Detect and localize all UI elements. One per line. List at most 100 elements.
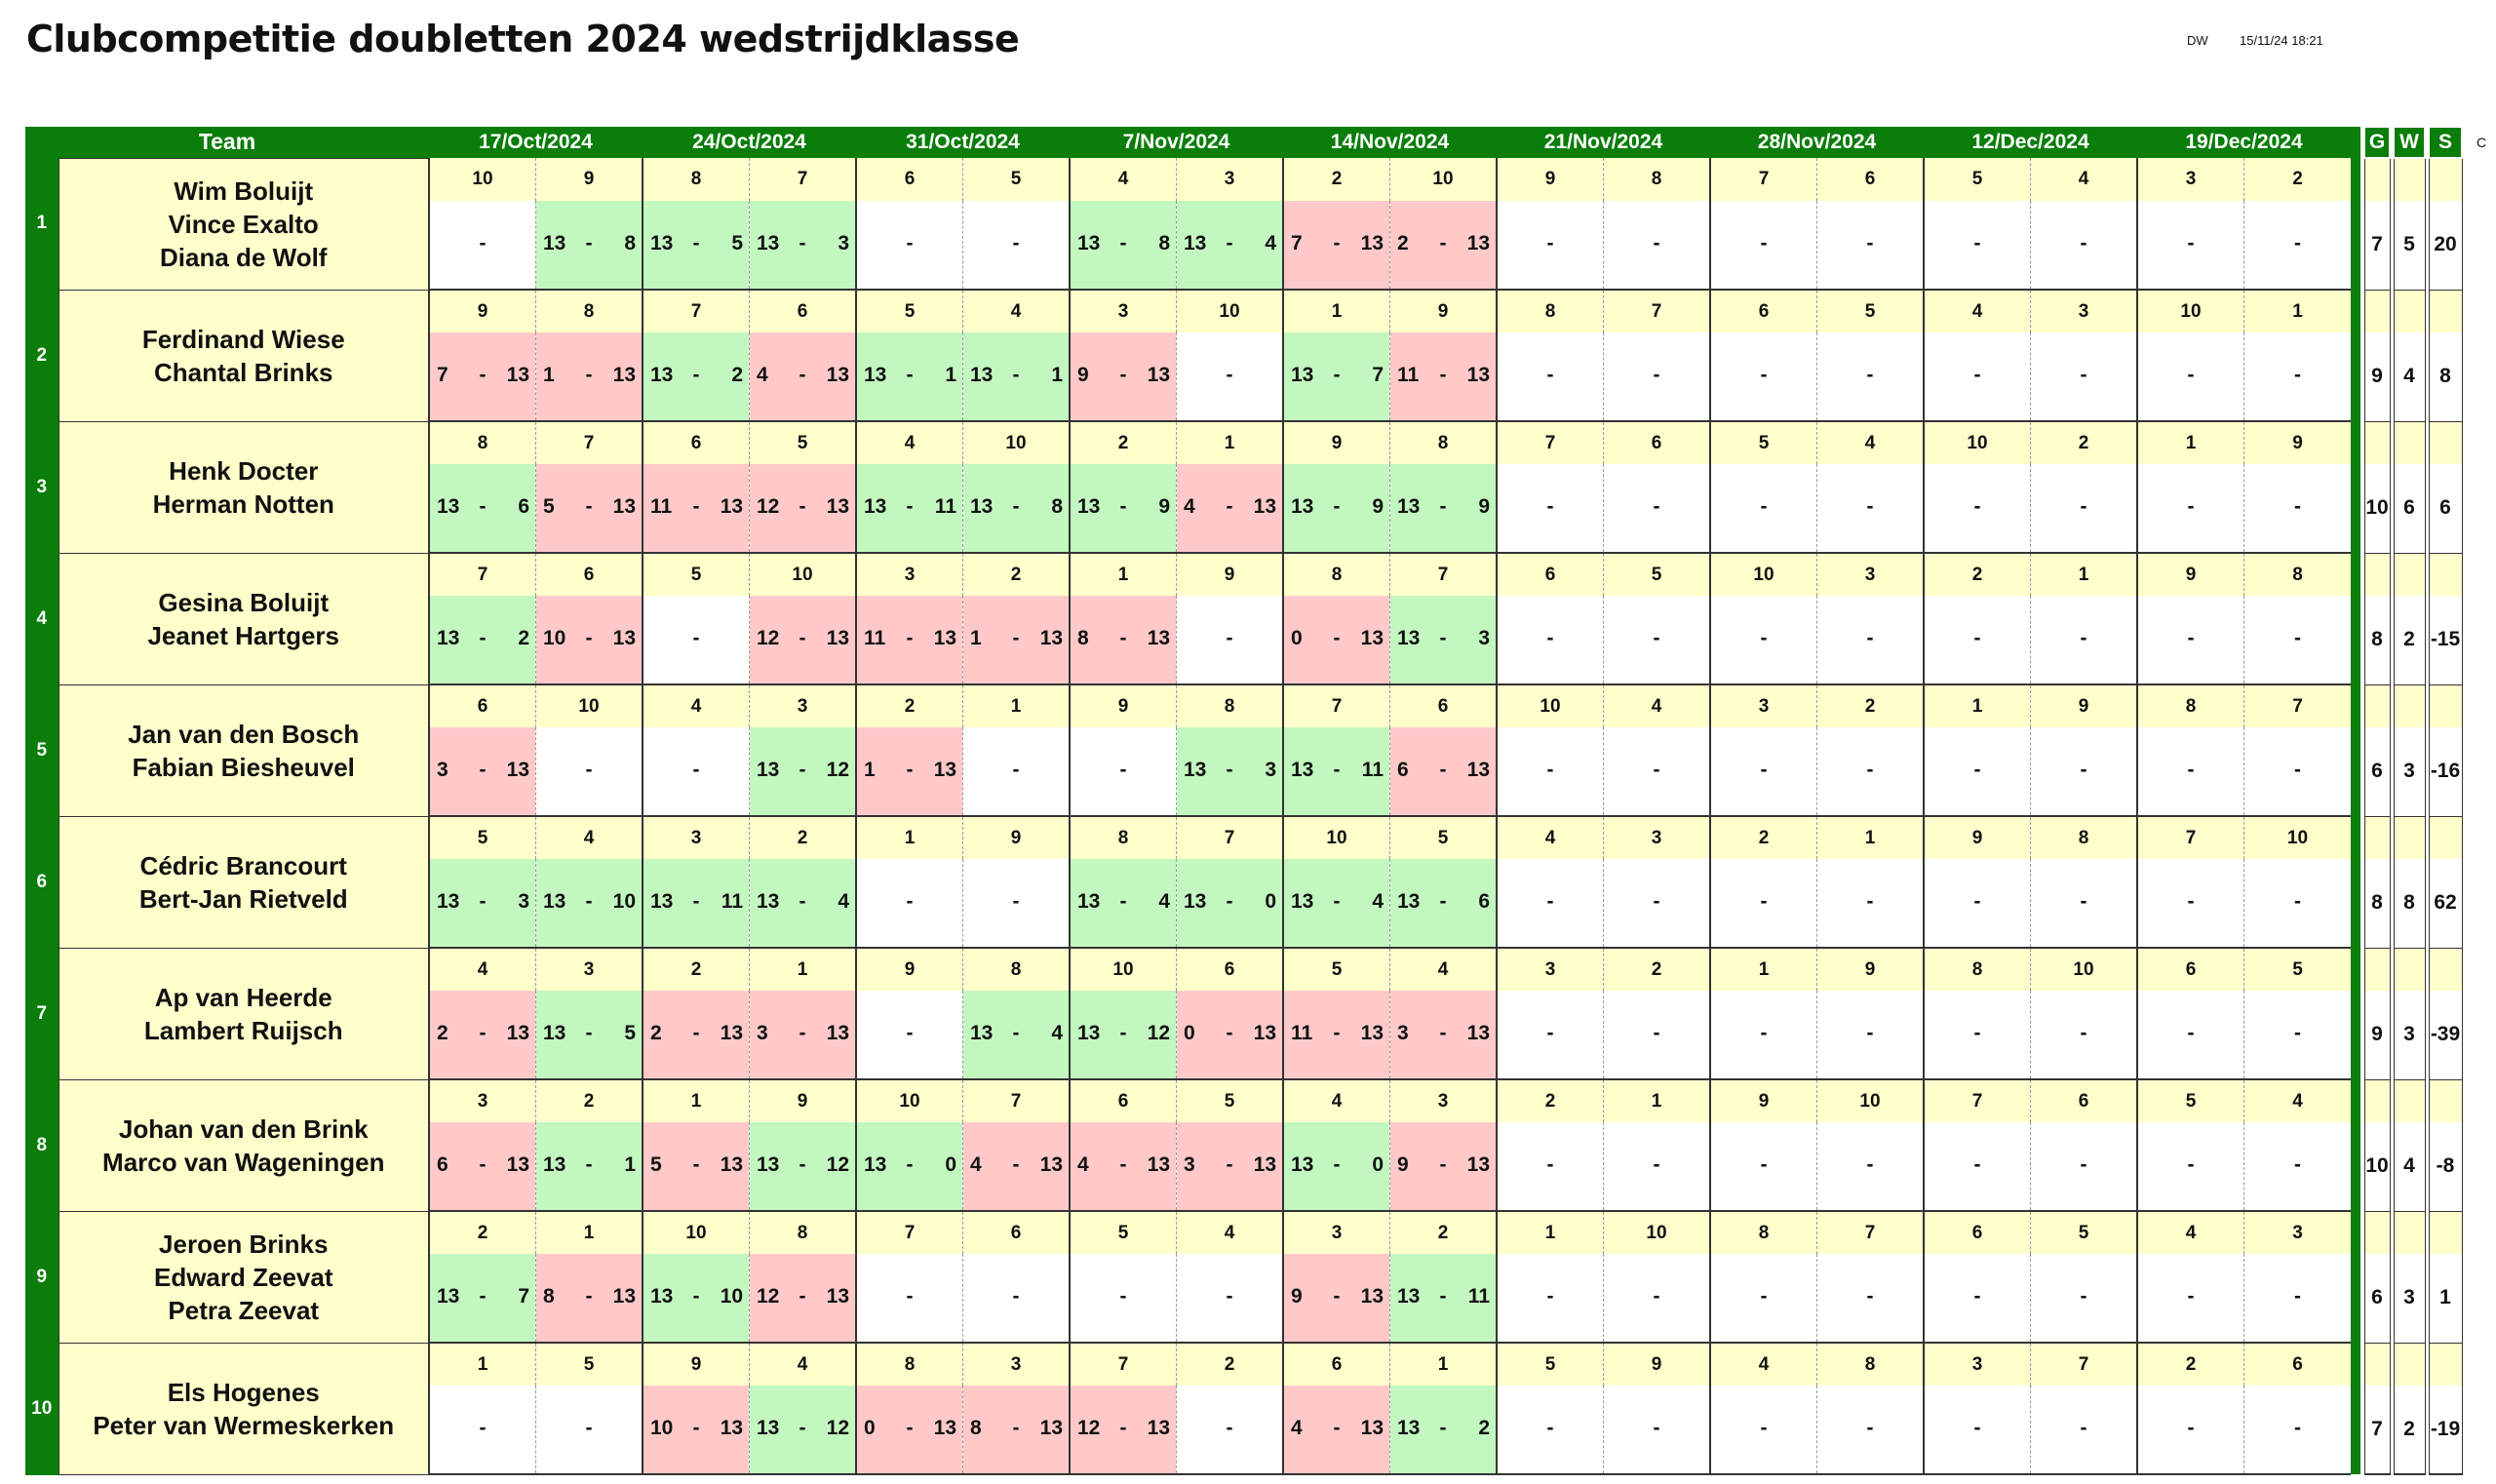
opponent-number: 7: [1709, 158, 1817, 201]
opponent-number: 9: [1709, 1079, 1817, 1122]
opponent-number: 4: [962, 290, 1070, 332]
score-opponent: 13: [506, 364, 529, 386]
score-cell: 13- 7: [428, 1254, 536, 1344]
score-own: 11: [1397, 364, 1420, 386]
row-gap: [2390, 948, 2394, 1079]
score-own: 7: [437, 364, 448, 386]
score-opponent: 13: [720, 1417, 743, 1439]
score-own: 13: [757, 759, 780, 781]
stat-spacer: [2363, 816, 2391, 859]
opponent-number: 2: [1603, 948, 1710, 991]
opponent-number: 6: [535, 553, 643, 596]
opponent-number: 9: [1603, 1343, 1710, 1386]
score-own: 13: [650, 364, 674, 386]
score-dash: -: [1012, 1022, 1020, 1044]
score-cell: -: [1496, 991, 1604, 1080]
score-dash: -: [799, 759, 806, 781]
opponent-number: 3: [2030, 290, 2137, 332]
score-cell: -: [1603, 1386, 1710, 1475]
score-cell: -: [1603, 1254, 1710, 1344]
header-gap: [2360, 127, 2364, 158]
team-score-row: 13-2 10-13-12-13 11-13 1-13 8-13-0-13 13-3- - -…: [25, 596, 2463, 685]
opponent-number: 4: [2030, 158, 2137, 201]
opponent-number: 5: [1816, 290, 1924, 332]
opponent-number: 4: [1282, 1079, 1390, 1122]
player-name: Els Hogenes: [167, 1377, 320, 1407]
score-cell: -: [2243, 859, 2351, 949]
score-cell: 9 -13: [1282, 1254, 1390, 1344]
score-cell: -: [2136, 1254, 2244, 1344]
score-own: 13: [1397, 627, 1421, 649]
score-opponent: 13: [1253, 1022, 1276, 1044]
stat-spacer: [2393, 421, 2426, 464]
score-dash: -: [479, 759, 487, 781]
score-dash: -: [1226, 232, 1233, 254]
opponent-number: 5: [1069, 1211, 1177, 1254]
score-empty: -: [1012, 890, 1020, 913]
player-name: Diana de Wolf: [160, 242, 328, 272]
score-dash: -: [799, 890, 806, 913]
stat-games: 6: [2363, 1254, 2391, 1344]
score-cell: 13- 3: [1389, 596, 1497, 685]
score-cell: -: [1816, 596, 1924, 685]
score-opponent: 3: [1265, 759, 1276, 781]
opponent-number: 6: [749, 290, 856, 332]
stat-saldo: -19: [2428, 1386, 2463, 1475]
team-opponent-row: 2 Ferdinand Wiese Chantal Brinks 9 8 7 6 5 4 3 10 1…: [25, 289, 2463, 422]
print-timestamp: 15/11/24 18:21: [2240, 33, 2323, 48]
opponent-number: 1: [1176, 421, 1283, 464]
stat-spacer: [2393, 1079, 2426, 1122]
score-cell: -: [1496, 1122, 1604, 1212]
opponent-number: 4: [1176, 1211, 1283, 1254]
score-cell: -: [2243, 201, 2351, 291]
score-dash: -: [1119, 890, 1127, 913]
score-dash: -: [1439, 1417, 1447, 1439]
score-own: 13: [1291, 759, 1314, 781]
stat-spacer: [2393, 290, 2426, 332]
row-gap: [2360, 948, 2364, 1079]
opponent-number: 4: [1923, 290, 2031, 332]
opponent-number: 3: [962, 1343, 1070, 1386]
score-empty: -: [2080, 759, 2087, 781]
score-cell: -: [1923, 596, 2031, 685]
score-empty: -: [2080, 1153, 2087, 1176]
opponent-number: 3: [855, 553, 963, 596]
opponent-number: 3: [1923, 1343, 2031, 1386]
team-opponent-row: 5 Jan van den Bosch Fabian Biesheuvel 6 10 4 3…: [25, 683, 2463, 817]
score-empty: -: [1866, 627, 1874, 649]
score-cell: -: [2136, 596, 2244, 685]
opponent-number: 7: [1923, 1079, 2031, 1122]
score-dash: -: [1012, 364, 1020, 386]
round-date-header: 21/Nov/2024: [1497, 127, 1710, 158]
score-cell: -: [1603, 332, 1710, 422]
score-dash: -: [585, 1153, 593, 1176]
row-gap: [2425, 1079, 2429, 1211]
score-dash: -: [799, 1285, 806, 1308]
opponent-number: 3: [1176, 158, 1283, 201]
score-cell: 13-11: [1389, 1254, 1497, 1344]
score-empty: -: [1973, 495, 1981, 518]
score-cell: 13- 0: [855, 1122, 963, 1212]
opponent-number: 7: [642, 290, 750, 332]
score-cell: -: [962, 859, 1070, 949]
score-cell: 0 -13: [1282, 596, 1390, 685]
opponent-number: 3: [642, 816, 750, 859]
score-cell: 2 -13: [1389, 201, 1497, 291]
score-opponent: 12: [826, 1153, 849, 1176]
score-opponent: 4: [1158, 890, 1170, 913]
team-number: 1: [25, 158, 58, 291]
team-opponent-row: 4 Gesina Boluijt Jeanet Hartgers 7 6 5 10 3 2 1 9 8…: [25, 552, 2463, 685]
score-empty: -: [1546, 1022, 1554, 1044]
score-opponent: 3: [1478, 627, 1490, 649]
score-own: 13: [864, 364, 887, 386]
score-dash: -: [1119, 1417, 1127, 1439]
score-cell: -: [1176, 332, 1283, 422]
score-opponent: 13: [506, 1153, 529, 1176]
score-own: 13: [650, 890, 674, 913]
team-score-row: - -10-13 13-12 0-13 8-13 12-13-4-13 13-2- - - - - -…: [25, 1386, 2463, 1475]
score-opponent: 13: [506, 1022, 529, 1044]
score-opponent: 6: [1478, 890, 1490, 913]
score-own: 3: [1397, 1022, 1409, 1044]
score-cell: -: [1709, 1386, 1817, 1475]
row-gap: [2360, 816, 2364, 948]
